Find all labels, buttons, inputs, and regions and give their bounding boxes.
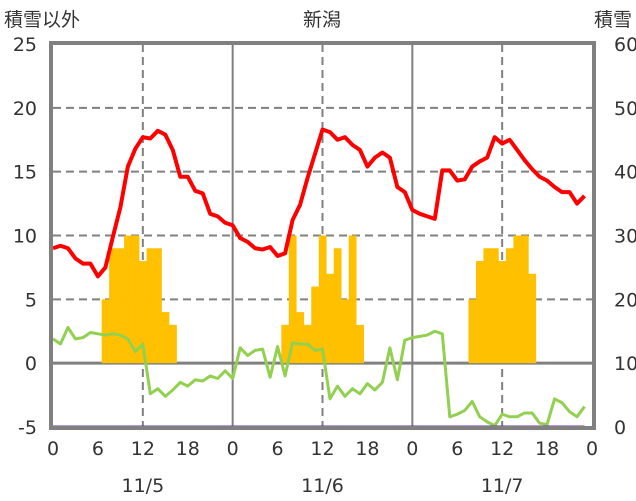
left-axis-title: 積雪以外 [4,9,80,31]
left-tick-label: 25 [13,34,37,56]
x-tick-label: 6 [451,438,463,460]
right-tick-label: 40 [614,162,636,184]
bar [468,299,477,364]
x-tick-label: 0 [586,438,598,460]
right-tick-label: 0 [614,417,626,439]
x-tick-label: 12 [131,438,155,460]
bar [109,248,117,364]
bar [161,312,170,364]
bar-series [101,235,537,364]
bar [333,248,342,364]
x-tick-label: 18 [535,438,559,460]
x-tick-label: 12 [490,438,514,460]
bar [513,235,522,364]
right-axis-title: 積雪 [594,9,632,31]
bar [483,248,492,364]
left-tick-label: 15 [13,162,37,184]
bar [490,248,499,364]
left-tick-label: 10 [13,226,37,248]
series-line-0 [52,127,586,279]
bar [288,235,297,364]
bar [528,273,537,364]
left-tick-label: 20 [13,98,37,120]
bar [311,286,320,364]
bar [116,248,125,364]
bar [296,312,305,364]
right-tick-label: 20 [614,289,636,311]
x-tick-label: 0 [47,438,59,460]
bar [498,261,507,364]
x-tick-label: 12 [310,438,334,460]
bar [169,324,177,364]
bar [131,235,140,364]
plot-border [49,41,596,430]
left-tick-label: 0 [25,353,37,375]
x-tick-label: 0 [227,438,239,460]
bar [520,235,529,364]
bar [348,235,357,364]
plot-frame [49,41,596,430]
bar [475,261,484,364]
bar [505,248,514,364]
bar [124,235,132,364]
right-tick-label: 60 [614,34,636,56]
x-tick-label: 0 [406,438,418,460]
x-tick-label: 6 [92,438,104,460]
x-tick-label: 6 [272,438,284,460]
date-label: 11/6 [301,475,344,497]
bar [356,324,364,364]
bar [341,299,350,364]
date-label: 11/7 [481,475,524,497]
right-tick-label: 50 [614,98,636,120]
bar [139,261,147,364]
bar [146,248,155,364]
right-tick-label: 10 [614,353,636,375]
bar [101,299,110,364]
left-tick-label: 5 [25,289,37,311]
bar [318,235,327,364]
chart-title: 新潟 [303,9,341,31]
x-tick-label: 18 [355,438,379,460]
bar [154,248,162,364]
date-label: 11/5 [121,475,164,497]
x-tick-label: 18 [176,438,200,460]
bar [326,273,335,364]
series-line-1 [52,325,586,428]
left-tick-label: -5 [18,417,37,439]
bar [281,324,290,364]
right-tick-label: 30 [614,226,636,248]
